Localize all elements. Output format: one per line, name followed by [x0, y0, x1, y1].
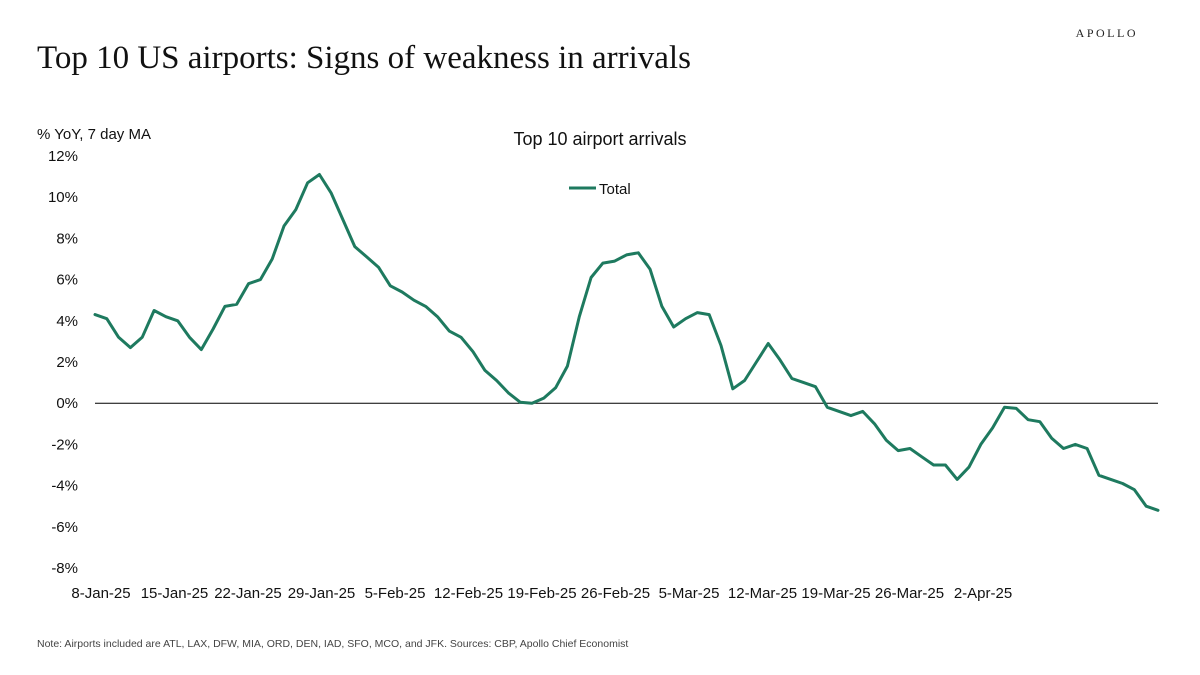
x-tick-label: 8-Jan-25: [71, 585, 130, 602]
x-tick-label: 12-Feb-25: [434, 585, 503, 602]
x-tick-label: 5-Feb-25: [365, 585, 426, 602]
brand-logo: APOLLO: [1075, 26, 1138, 40]
y-tick-label: -6%: [51, 519, 78, 536]
x-tick-label: 12-Mar-25: [728, 585, 797, 602]
y-axis-label: % YoY, 7 day MA: [37, 126, 151, 143]
legend: Total: [569, 181, 631, 198]
x-tick-label: 5-Mar-25: [659, 585, 720, 602]
series-layer: [93, 173, 1160, 512]
x-axis-ticks: 8-Jan-25 15-Jan-25 22-Jan-25 29-Jan-25 5-Feb…: [71, 585, 1012, 602]
y-tick-label: -2%: [51, 436, 78, 453]
x-tick-label: 26-Feb-25: [581, 585, 650, 602]
x-tick-label: 19-Mar-25: [801, 585, 870, 602]
x-tick-label: 2-Apr-25: [954, 585, 1012, 602]
x-tick-label: 15-Jan-25: [141, 585, 209, 602]
series-line-total: [93, 173, 1160, 512]
x-tick-label: 22-Jan-25: [214, 585, 282, 602]
y-tick-label: 12%: [48, 148, 78, 165]
y-axis-ticks: 12% 10% 8% 6% 4% 2% 0% -2% -4% -6% -8%: [48, 148, 78, 577]
page-title: Top 10 US airports: Signs of weakness in…: [37, 40, 691, 76]
x-tick-label: 19-Feb-25: [507, 585, 576, 602]
y-tick-label: 0%: [56, 395, 78, 412]
source-note: Note: Airports included are ATL, LAX, DF…: [37, 638, 629, 650]
y-tick-label: 10%: [48, 189, 78, 206]
chart-title: Top 10 airport arrivals: [513, 129, 686, 149]
y-tick-label: 6%: [56, 272, 78, 289]
x-tick-label: 26-Mar-25: [875, 585, 944, 602]
y-tick-label: -8%: [51, 560, 78, 577]
y-tick-label: -4%: [51, 478, 78, 495]
y-tick-label: 2%: [56, 354, 78, 371]
y-tick-label: 4%: [56, 313, 78, 330]
y-tick-label: 8%: [56, 230, 78, 247]
x-tick-label: 29-Jan-25: [288, 585, 356, 602]
legend-label-total: Total: [599, 181, 631, 198]
